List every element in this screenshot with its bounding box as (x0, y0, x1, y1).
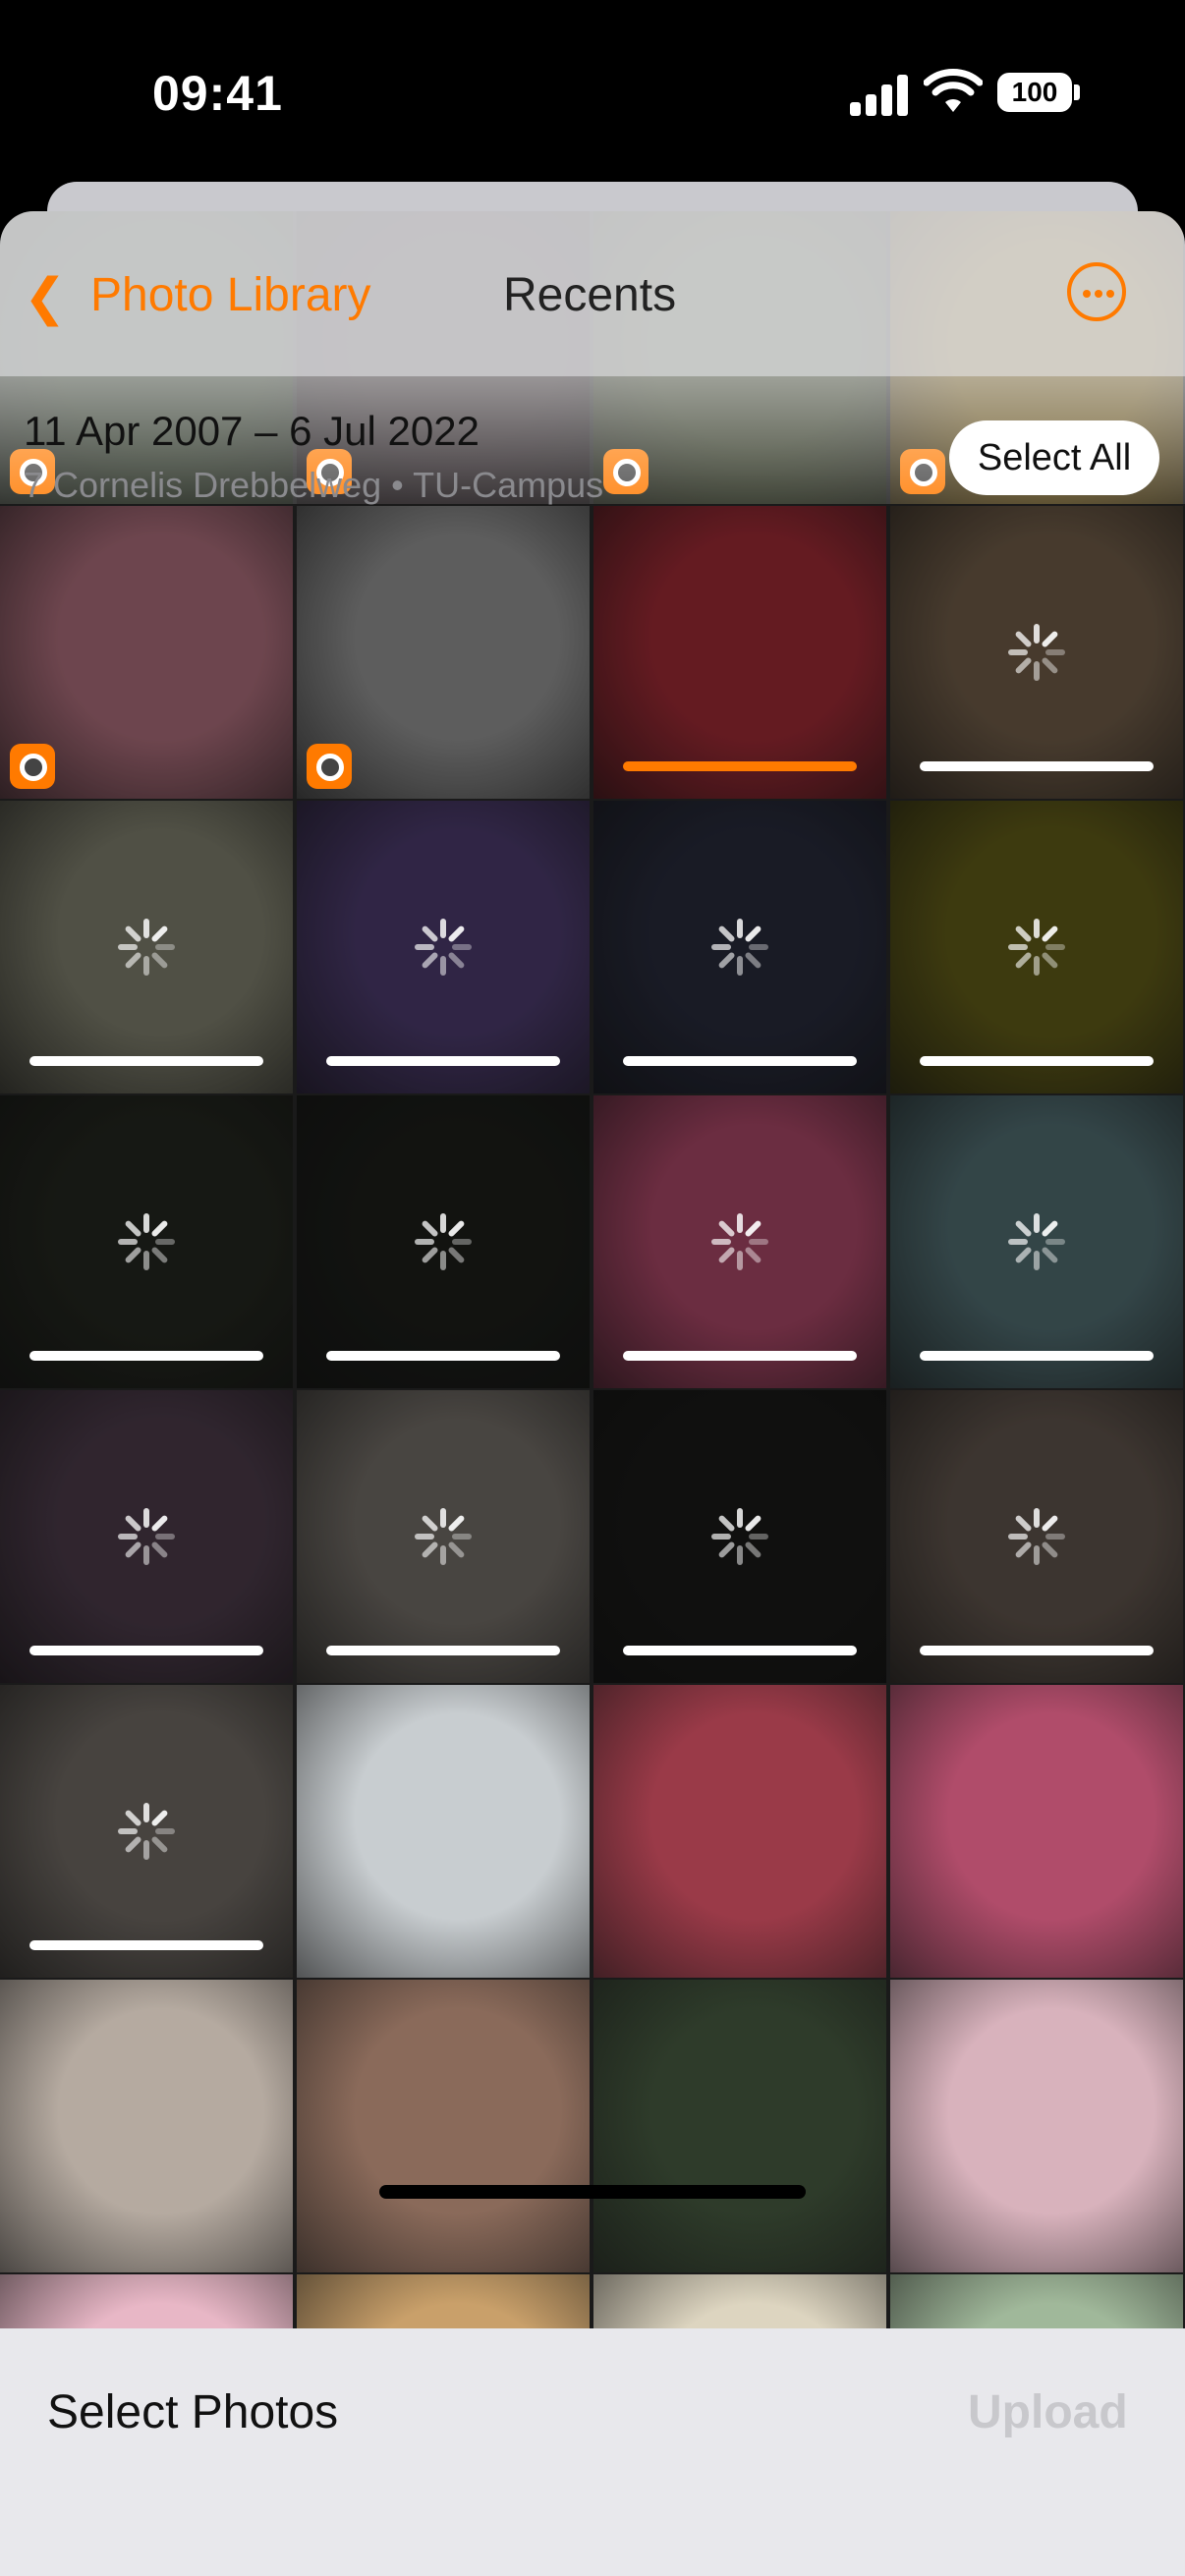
uploaded-badge-icon (10, 744, 55, 789)
loading-spinner-icon (711, 919, 768, 976)
photo-thumbnail[interactable] (890, 506, 1183, 799)
uploaded-badge-icon (307, 744, 352, 789)
upload-progress-bar (29, 1056, 263, 1066)
thumbnail-dim-overlay (593, 506, 886, 799)
upload-button[interactable]: Upload (968, 2386, 1128, 2438)
thumbnail-dim-overlay (593, 1095, 886, 1388)
photo-thumbnail[interactable] (593, 801, 886, 1093)
bottom-toolbar: Select Photos Upload (0, 2328, 1185, 2576)
thumbnail-dim-overlay (593, 1390, 886, 1683)
photo-thumbnail[interactable] (593, 1980, 886, 2272)
upload-progress-bar (326, 1056, 560, 1066)
loading-spinner-icon (118, 1213, 175, 1270)
thumbnail-dim-overlay (297, 1095, 590, 1388)
photo-thumbnail[interactable] (0, 1685, 293, 1978)
status-time: 09:41 (152, 66, 283, 121)
battery-icon: 100 (997, 73, 1072, 112)
photo-thumbnail[interactable] (593, 1095, 886, 1388)
location-label: 7 Cornelis Drebbelweg • TU-Campus (24, 465, 604, 505)
photo-thumbnail[interactable] (890, 1685, 1183, 1978)
photo-thumbnail[interactable] (297, 1685, 590, 1978)
navigation-bar: ❮ Photo Library Recents (0, 211, 1185, 376)
photo-thumbnail[interactable] (890, 1390, 1183, 1683)
photo-picker-sheet: ❮ Photo Library Recents 11 Apr 2007 – 6 … (0, 211, 1185, 2576)
battery-level: 100 (1011, 77, 1058, 107)
loading-spinner-icon (1008, 1508, 1065, 1565)
cellular-signal-icon (850, 73, 909, 116)
back-button[interactable]: Photo Library (90, 269, 371, 321)
thumbnail-dim-overlay (890, 1095, 1183, 1388)
thumbnail-dim-overlay (0, 1390, 293, 1683)
battery-nub (1074, 84, 1080, 100)
photo-thumbnail[interactable] (0, 801, 293, 1093)
upload-progress-bar (623, 761, 857, 771)
chevron-left-icon[interactable]: ❮ (24, 269, 67, 326)
photo-thumbnail[interactable] (297, 1980, 590, 2272)
upload-progress-bar (920, 761, 1154, 771)
select-photos-label: Select Photos (47, 2386, 339, 2438)
photo-thumbnail[interactable] (0, 506, 293, 799)
loading-spinner-icon (1008, 624, 1065, 681)
thumbnail-dim-overlay (297, 1390, 590, 1683)
upload-progress-bar (29, 1351, 263, 1361)
thumbnail-dim-overlay (297, 801, 590, 1093)
loading-spinner-icon (415, 919, 472, 976)
upload-progress-bar (623, 1646, 857, 1655)
thumbnail-dim-overlay (890, 1390, 1183, 1683)
loading-spinner-icon (118, 919, 175, 976)
thumbnail-dim-overlay (890, 801, 1183, 1093)
photo-thumbnail[interactable] (0, 1095, 293, 1388)
upload-progress-bar (326, 1351, 560, 1361)
photo-thumbnail[interactable] (0, 1390, 293, 1683)
upload-progress-bar (29, 1646, 263, 1655)
photo-thumbnail[interactable] (297, 1390, 590, 1683)
photo-thumbnail[interactable] (593, 1685, 886, 1978)
loading-spinner-icon (415, 1508, 472, 1565)
thumbnail-dim-overlay (0, 1095, 293, 1388)
photo-thumbnail[interactable] (890, 801, 1183, 1093)
thumbnail-dim-overlay (593, 801, 886, 1093)
upload-progress-bar (920, 1056, 1154, 1066)
upload-progress-bar (623, 1056, 857, 1066)
status-bar: 09:41 100 (0, 0, 1185, 187)
home-indicator (379, 2185, 806, 2199)
loading-spinner-icon (415, 1213, 472, 1270)
photo-thumbnail[interactable] (593, 1390, 886, 1683)
select-all-button[interactable]: Select All (949, 420, 1159, 495)
page-title: Recents (503, 269, 677, 321)
thumbnail-dim-overlay (0, 1685, 293, 1978)
photo-thumbnail[interactable] (297, 1095, 590, 1388)
upload-progress-bar (920, 1646, 1154, 1655)
more-options-icon[interactable] (1067, 262, 1126, 321)
photo-thumbnail[interactable] (593, 506, 886, 799)
photo-grid (0, 211, 1185, 2567)
upload-progress-bar (326, 1646, 560, 1655)
upload-progress-bar (920, 1351, 1154, 1361)
loading-spinner-icon (1008, 919, 1065, 976)
loading-spinner-icon (711, 1508, 768, 1565)
loading-spinner-icon (711, 1213, 768, 1270)
loading-spinner-icon (118, 1508, 175, 1565)
date-range: 11 Apr 2007 – 6 Jul 2022 (24, 408, 480, 454)
thumbnail-dim-overlay (0, 801, 293, 1093)
photo-thumbnail[interactable] (297, 801, 590, 1093)
loading-spinner-icon (1008, 1213, 1065, 1270)
thumbnail-dim-overlay (890, 506, 1183, 799)
photo-thumbnail[interactable] (0, 1980, 293, 2272)
upload-progress-bar (29, 1940, 263, 1950)
wifi-icon (924, 69, 983, 112)
photo-thumbnail[interactable] (297, 506, 590, 799)
photo-thumbnail[interactable] (890, 1095, 1183, 1388)
upload-progress-bar (623, 1351, 857, 1361)
photo-thumbnail[interactable] (890, 1980, 1183, 2272)
loading-spinner-icon (118, 1803, 175, 1860)
